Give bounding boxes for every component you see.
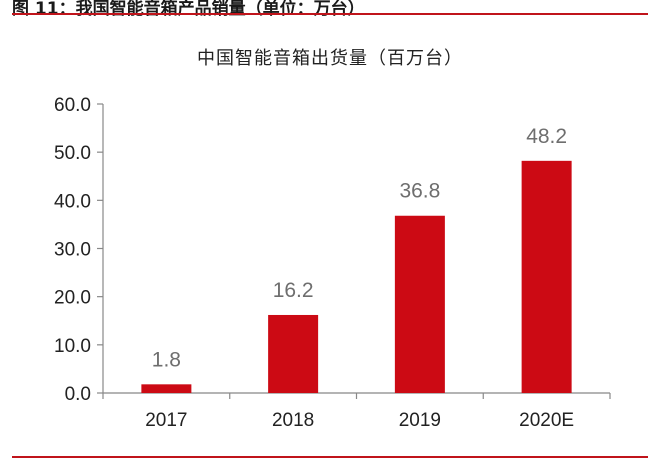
y-tick-label: 30.0 bbox=[54, 240, 91, 261]
y-tick-label: 0.0 bbox=[65, 384, 91, 405]
x-tick-label: 2018 bbox=[272, 410, 314, 431]
bar bbox=[141, 384, 192, 393]
x-tick-label: 2020E bbox=[519, 410, 574, 431]
x-tick-label: 2017 bbox=[145, 410, 187, 431]
y-tick-label: 40.0 bbox=[54, 191, 91, 212]
data-label: 16.2 bbox=[273, 279, 314, 302]
data-label: 36.8 bbox=[399, 180, 440, 203]
bar bbox=[268, 314, 319, 393]
top-divider bbox=[12, 13, 648, 15]
bottom-divider bbox=[12, 456, 648, 458]
bar bbox=[394, 215, 445, 393]
bar bbox=[521, 160, 572, 393]
y-tick-label: 10.0 bbox=[54, 336, 91, 357]
x-tick-label: 2019 bbox=[399, 410, 441, 431]
chart-title: 中国智能音箱出货量（百万台） bbox=[197, 48, 463, 69]
y-tick-label: 50.0 bbox=[54, 143, 91, 164]
y-tick-label: 20.0 bbox=[54, 288, 91, 309]
data-label: 1.8 bbox=[152, 348, 181, 371]
y-tick-label: 60.0 bbox=[54, 95, 91, 116]
data-label: 48.2 bbox=[526, 125, 567, 148]
